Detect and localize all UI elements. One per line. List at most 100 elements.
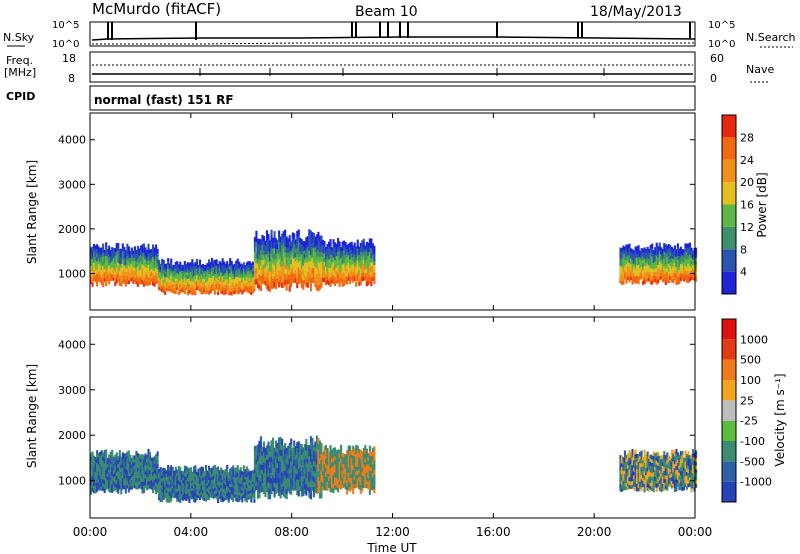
echo-cell [642,468,645,473]
echo-cell [197,486,200,490]
echo-cell [102,243,105,249]
echo-cell [91,250,94,256]
echo-cell [619,487,622,492]
echo-cell [370,470,373,476]
echo-cell [343,470,346,475]
echo-cell [139,485,143,490]
echo-cell [150,255,153,260]
echo-cell [111,488,114,493]
echo-cell [259,441,263,448]
echo-cell [198,272,202,276]
echo-cell [334,455,337,461]
echo-cell [183,277,186,282]
echo-cell [99,474,102,479]
echo-cell [245,273,248,278]
echo-cell [109,484,112,489]
echo-cell [332,447,335,453]
echo-cell [276,487,279,493]
echo-cell [632,278,636,283]
echo-cell [365,250,368,256]
echo-cell [245,480,248,485]
echo-cell [214,465,217,469]
echo-cell [311,485,314,491]
echo-cell [138,460,141,465]
echo-cell [239,263,242,267]
echo-cell [622,268,625,274]
echo-cell [690,247,693,252]
echo-cell [203,482,206,487]
echo-cell [170,497,173,502]
echo-cell [236,276,239,281]
echo-cell [250,275,253,280]
echo-cell [103,450,106,455]
echo-cell [682,277,686,282]
echo-cell [244,285,247,289]
echo-cell [285,247,288,253]
echo-cell [248,490,251,494]
echo-cell [236,258,239,263]
echo-cell [241,489,244,494]
echo-cell [343,263,346,269]
echo-cell [370,463,373,468]
echo-cell [103,278,106,282]
echo-cell [637,279,640,285]
echo-cell [182,485,185,490]
echo-cell [643,475,646,480]
echo-cell [115,259,118,264]
echo-cell [108,272,111,277]
echo-cell [297,468,300,475]
echo-cell [676,479,679,484]
echo-cell [247,264,250,268]
echo-cell [622,276,625,281]
echo-cell [323,273,326,279]
echo-cell [211,264,214,269]
echo-cell [675,280,678,285]
echo-cell [684,269,687,274]
colorbar-swatch [722,159,736,183]
echo-cell [94,274,97,279]
echo-cell [209,494,212,498]
echo-cell [664,252,667,257]
echo-cell [268,255,272,262]
echo-cell [675,270,678,275]
echo-cell [338,453,341,458]
echo-cell [117,478,120,483]
echo-cell [296,468,299,475]
velocity-ylabel: Slant Range [km] [25,364,39,468]
echo-cell [262,278,266,284]
echo-cell [330,458,334,463]
echo-cell [299,481,302,487]
echo-cell [661,483,664,488]
echo-cell [167,476,170,481]
echo-cell [102,475,105,480]
echo-cell [132,461,135,466]
echo-cell [132,280,135,284]
echo-cell [180,280,183,284]
echo-cell [255,476,258,482]
echo-cell [637,249,640,254]
echo-cell [267,493,270,500]
echo-cell [282,445,285,452]
echo-cell [186,288,189,293]
echo-cell [123,485,126,490]
echo-cell [658,253,661,258]
echo-cell [337,251,340,257]
echo-cell [636,249,639,255]
echo-cell [201,281,205,286]
echo-cell [273,457,276,464]
echo-cell [261,482,264,488]
echo-cell [133,260,136,265]
echo-cell [112,466,115,471]
echo-cell [96,454,99,459]
echo-cell [195,271,198,275]
echo-cell [639,462,642,468]
echo-cell [663,454,666,460]
echo-cell [251,470,254,474]
echo-cell [636,464,639,470]
echo-cell [195,491,198,495]
echo-cell [676,476,679,480]
echo-cell [90,469,93,475]
echo-cell [177,276,180,280]
echo-cell [201,489,205,494]
